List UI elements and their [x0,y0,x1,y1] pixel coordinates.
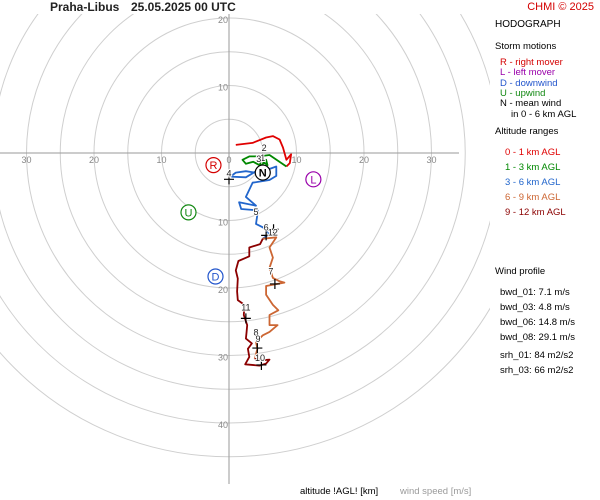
storm-motion-legend-item: D - downwind [500,77,558,89]
y-tick-label: 20 [218,15,228,25]
height-label: 4 [226,169,231,179]
crosshair-marker [224,174,234,185]
footer: altitude !AGL! [km] wind speed [m/s] [0,484,600,500]
x-tick-label: 30 [426,155,436,165]
wind-trace-segment [241,154,287,174]
srh-item: srh_03: 66 m2/s2 [500,365,574,376]
wind-profile-item: bwd_06: 14.8 m/s [500,317,575,328]
storm-motions: R L U D N [180,157,322,285]
height-label: 11 [241,302,250,312]
storm-motion-marker [207,268,224,285]
y-tick-label: 40 [218,420,228,430]
wind-trace-segment [253,236,286,360]
tick-labels: 30 20 10 0 10 20 30 20 10 10 20 30 40 [21,15,436,430]
wind-profile-item: bwd_01: 7.1 m/s [500,287,570,298]
x-tick-label: 20 [89,155,99,165]
wind-trace-segment [229,165,278,240]
height-label: 8 [253,327,258,337]
altitude-range-item: 9 - 12 km AGL [505,207,566,218]
x-tick-label: 10 [156,155,166,165]
storm-motion-legend-item: R - right mover [500,57,563,68]
height-label: 7 [268,267,273,277]
x-tick-label: 0 [226,155,231,165]
storm-motion-legend-item: in 0 - 6 km AGL [511,108,577,120]
wind-profile-item: bwd_08: 29.1 m/s [500,332,575,343]
run-datetime: 25.05.2025 00 UTC [131,0,236,14]
height-label: 12 [268,227,278,237]
y-tick-label: 20 [218,285,228,295]
crosshair-marker [269,278,280,289]
wind-profile-title: Wind profile [495,266,546,277]
storm-motion-label: U [185,207,193,219]
storm-motion-marker [205,157,222,174]
srh-item: srh_01: 84 m2/s2 [500,350,574,361]
x-tick-label: 30 [21,155,31,165]
height-label: 3 [256,154,261,164]
station-name: Praha-Libus [50,0,120,14]
x-tick-label: 10 [291,155,301,165]
crosshair-marker [256,359,267,370]
speed-ring [0,307,490,458]
y-tick-label: 30 [218,353,228,363]
storm-motion-label: D [212,272,220,284]
storm-motion-legend-item: U - upwind [500,87,546,99]
copyright: CHMI © 2025 [527,1,594,13]
height-label: 2 [262,143,267,153]
altitude-range-item: 0 - 1 km AGL [505,147,561,158]
height-label: 5 [253,207,258,217]
storm-motion-label: L [310,174,316,186]
wind-trace-segment [235,135,293,168]
windspeed-unit-label: wind speed [m/s] [400,486,472,497]
storm-motions-title: Storm motions [495,41,557,52]
height-label: 1 [260,153,265,163]
storm-motion-marker [180,204,197,221]
altitude-range-item: 1 - 3 km AGL [505,162,561,173]
height-label: 10 [255,353,265,363]
height-label: 6 [264,223,269,233]
crosshair-marker [240,313,251,324]
axes [0,14,459,484]
crosshair-marker [261,230,272,241]
x-tick-label: 20 [359,155,369,165]
storm-motion-label: R [209,160,217,172]
height-label: 9 [256,334,261,344]
storm-motion-marker [305,171,322,188]
storm-motion-marker [254,164,271,181]
header: Praha-Libus 25.05.2025 00 UTC CHMI © 202… [0,0,600,14]
storm-motion-label: N [259,168,267,180]
altitude-ranges-title: Altitude ranges [495,126,559,137]
altitude-unit-label: altitude !AGL! [km] [300,486,379,497]
storm-motion-legend-item: L - left mover [500,67,556,79]
crosshair-marker [268,224,279,235]
crosshair-marker [252,343,263,354]
storm-motion-legend-item: N - mean wind [500,98,562,110]
altitude-range-item: 3 - 6 km AGL [505,177,561,188]
legend-title: HODOGRAPH [495,19,561,30]
speed-rings [0,14,490,458]
altitude-range-item: 6 - 9 km AGL [505,192,561,203]
speed-ring [0,14,466,390]
y-tick-label: 10 [218,83,228,93]
wind-profile-item: bwd_03: 4.8 m/s [500,302,570,313]
y-tick-label: 10 [218,218,228,228]
legend-panel: HODOGRAPH Storm motions R - right mover L… [490,14,600,484]
